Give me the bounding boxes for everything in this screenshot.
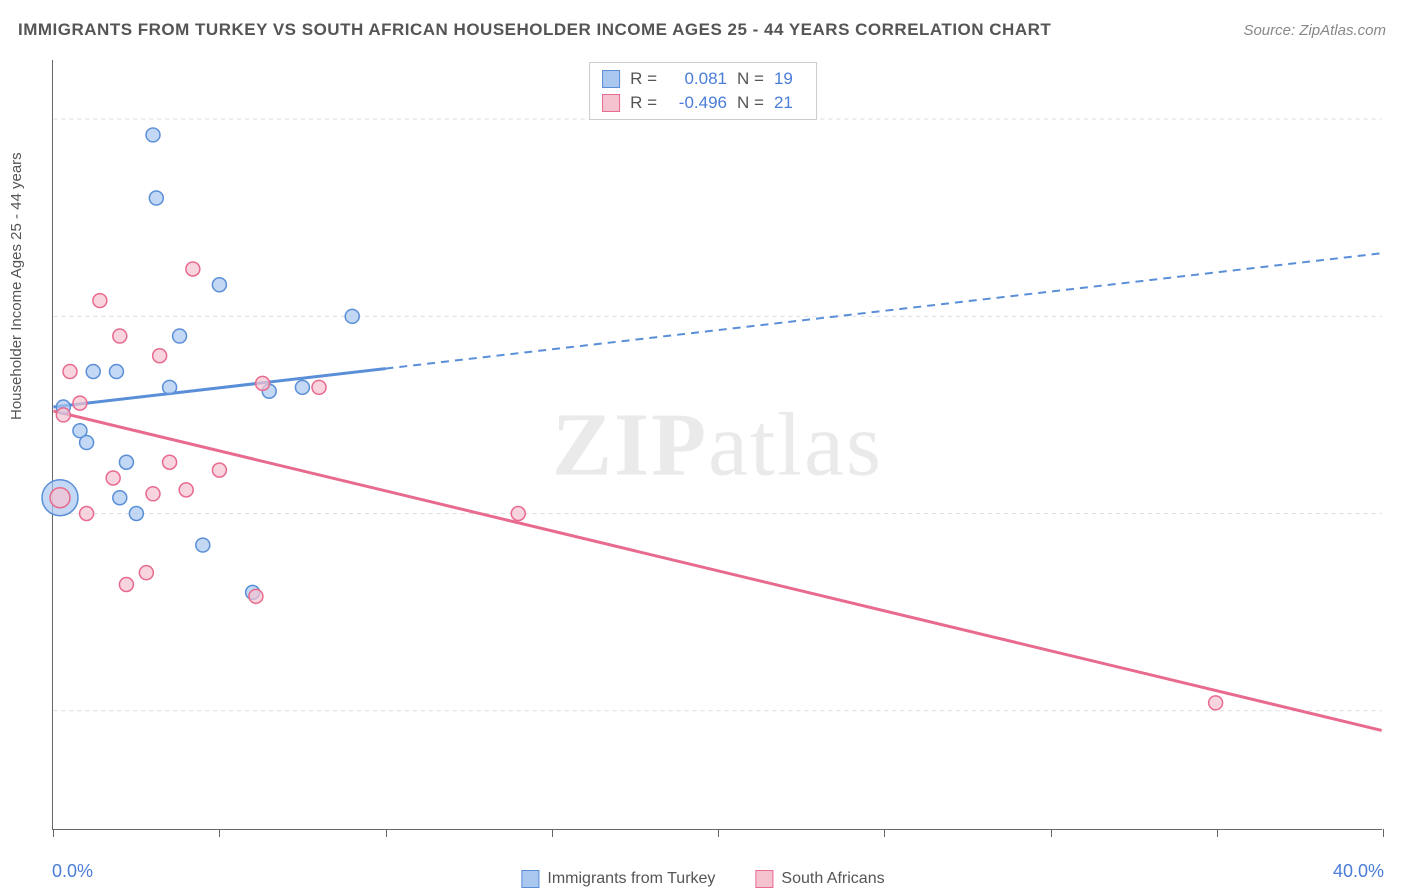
- x-axis-max-label: 40.0%: [1333, 861, 1384, 882]
- y-tick-label: $100,000: [1392, 504, 1406, 525]
- plot-area: ZIPatlas $50,000$100,000$150,000$200,000: [52, 60, 1382, 830]
- legend-label: Immigrants from Turkey: [547, 870, 715, 888]
- y-tick-label: $150,000: [1392, 306, 1406, 327]
- legend-row-series-1: R = -0.496 N = 21: [602, 91, 804, 115]
- chart-container: IMMIGRANTS FROM TURKEY VS SOUTH AFRICAN …: [0, 0, 1406, 892]
- y-tick-label: $200,000: [1392, 109, 1406, 130]
- x-tick: [552, 829, 553, 837]
- x-tick: [884, 829, 885, 837]
- chart-title: IMMIGRANTS FROM TURKEY VS SOUTH AFRICAN …: [18, 20, 1051, 40]
- y-tick-label: $50,000: [1392, 701, 1406, 722]
- swatch-icon: [521, 870, 539, 888]
- x-tick: [219, 829, 220, 837]
- x-tick: [1383, 829, 1384, 837]
- swatch-icon: [755, 870, 773, 888]
- source-attribution: Source: ZipAtlas.com: [1243, 22, 1386, 39]
- swatch-icon: [602, 70, 620, 88]
- chart-svg: [53, 60, 1382, 829]
- x-tick: [1051, 829, 1052, 837]
- x-tick: [1217, 829, 1218, 837]
- x-tick: [53, 829, 54, 837]
- x-axis-min-label: 0.0%: [52, 861, 93, 882]
- legend-item-series-0: Immigrants from Turkey: [521, 870, 715, 888]
- correlation-legend: R = 0.081 N = 19 R = -0.496 N = 21: [589, 62, 817, 120]
- legend-label: South Africans: [781, 870, 884, 888]
- swatch-icon: [602, 94, 620, 112]
- legend-row-series-0: R = 0.081 N = 19: [602, 67, 804, 91]
- legend-item-series-1: South Africans: [755, 870, 884, 888]
- y-axis-label: Householder Income Ages 25 - 44 years: [8, 152, 25, 420]
- x-tick: [386, 829, 387, 837]
- x-tick: [718, 829, 719, 837]
- series-legend: Immigrants from Turkey South Africans: [521, 870, 884, 888]
